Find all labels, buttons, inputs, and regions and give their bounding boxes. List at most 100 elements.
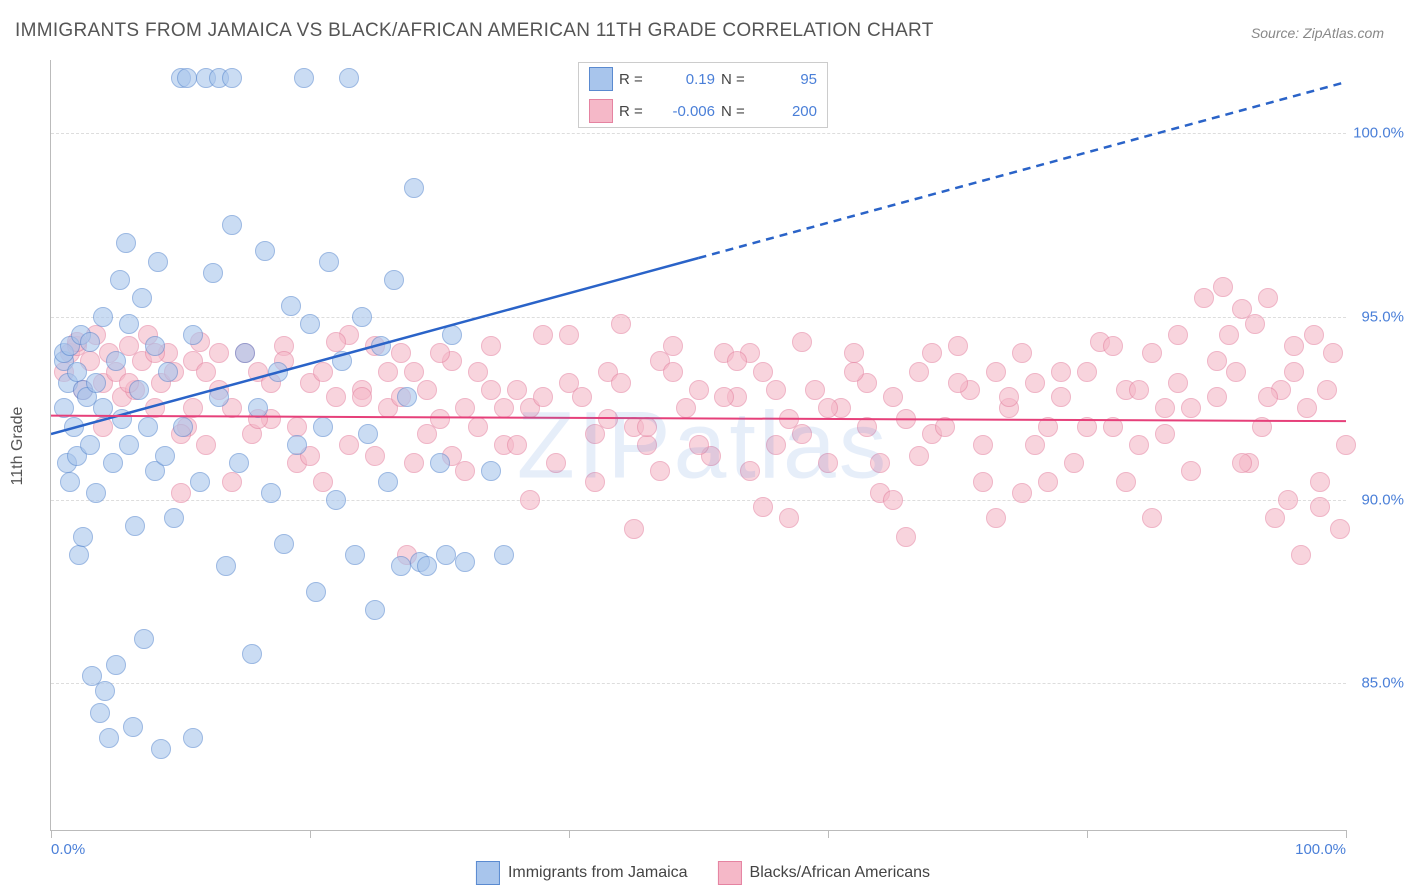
- scatter-point: [358, 424, 378, 444]
- scatter-point: [1226, 362, 1246, 382]
- scatter-point: [870, 453, 890, 473]
- scatter-point: [404, 453, 424, 473]
- scatter-point: [119, 314, 139, 334]
- scatter-point: [1103, 417, 1123, 437]
- scatter-point: [1207, 387, 1227, 407]
- scatter-point: [352, 307, 372, 327]
- scatter-point: [1051, 387, 1071, 407]
- scatter-point: [255, 241, 275, 261]
- scatter-point: [93, 417, 113, 437]
- scatter-point: [430, 453, 450, 473]
- scatter-point: [948, 373, 968, 393]
- n-value-0: 95: [761, 71, 817, 88]
- scatter-point: [106, 655, 126, 675]
- scatter-point: [650, 461, 670, 481]
- scatter-point: [1258, 387, 1278, 407]
- r-value-0: 0.19: [659, 71, 715, 88]
- scatter-point: [209, 343, 229, 363]
- n-label: N =: [721, 71, 755, 88]
- scatter-point: [164, 508, 184, 528]
- scatter-point: [287, 435, 307, 455]
- scatter-point: [1336, 435, 1356, 455]
- scatter-point: [313, 362, 333, 382]
- legend-swatch-icon: [718, 861, 742, 885]
- scatter-point: [99, 728, 119, 748]
- scatter-point: [145, 398, 165, 418]
- scatter-point: [533, 325, 553, 345]
- n-label: N =: [721, 103, 755, 120]
- scatter-point: [494, 545, 514, 565]
- r-value-1: -0.006: [659, 103, 715, 120]
- legend-item-0: Immigrants from Jamaica: [476, 861, 688, 885]
- scatter-point: [896, 409, 916, 429]
- scatter-point: [1310, 497, 1330, 517]
- scatter-point: [132, 288, 152, 308]
- scatter-point: [792, 424, 812, 444]
- legend-stats: R = 0.19 N = 95 R = -0.006 N = 200: [578, 62, 828, 128]
- scatter-point: [391, 343, 411, 363]
- scatter-point: [86, 373, 106, 393]
- scatter-point: [60, 472, 80, 492]
- scatter-point: [196, 362, 216, 382]
- scatter-point: [190, 472, 210, 492]
- scatter-point: [624, 519, 644, 539]
- scatter-point: [455, 552, 475, 572]
- scatter-point: [909, 362, 929, 382]
- scatter-point: [332, 351, 352, 371]
- scatter-point: [216, 556, 236, 576]
- scatter-point: [326, 490, 346, 510]
- scatter-point: [857, 417, 877, 437]
- scatter-point: [119, 435, 139, 455]
- scatter-point: [209, 387, 229, 407]
- scatter-point: [922, 343, 942, 363]
- x-tick: [828, 830, 829, 838]
- scatter-point: [883, 490, 903, 510]
- scatter-point: [1025, 435, 1045, 455]
- scatter-point: [909, 446, 929, 466]
- scatter-point: [533, 387, 553, 407]
- scatter-point: [637, 417, 657, 437]
- scatter-point: [689, 380, 709, 400]
- scatter-point: [171, 483, 191, 503]
- scatter-point: [326, 387, 346, 407]
- gridline: [51, 317, 1346, 318]
- scatter-point: [69, 545, 89, 565]
- scatter-point: [935, 417, 955, 437]
- scatter-point: [183, 398, 203, 418]
- scatter-point: [203, 263, 223, 283]
- y-axis-label: 11th Grade: [9, 407, 27, 486]
- scatter-point: [384, 270, 404, 290]
- scatter-point: [1077, 362, 1097, 382]
- scatter-point: [222, 472, 242, 492]
- scatter-point: [844, 343, 864, 363]
- scatter-point: [507, 435, 527, 455]
- x-tick-label: 100.0%: [1295, 841, 1346, 858]
- legend-item-label-1: Blacks/African Americans: [750, 864, 931, 882]
- scatter-point: [404, 178, 424, 198]
- scatter-point: [430, 409, 450, 429]
- scatter-point: [1181, 398, 1201, 418]
- scatter-point: [1291, 545, 1311, 565]
- scatter-point: [727, 351, 747, 371]
- scatter-point: [1252, 417, 1272, 437]
- r-label: R =: [619, 71, 653, 88]
- scatter-point: [805, 380, 825, 400]
- scatter-point: [740, 461, 760, 481]
- scatter-point: [313, 417, 333, 437]
- scatter-point: [352, 387, 372, 407]
- scatter-point: [134, 629, 154, 649]
- scatter-point: [520, 490, 540, 510]
- scatter-point: [1012, 483, 1032, 503]
- scatter-point: [404, 362, 424, 382]
- scatter-point: [67, 362, 87, 382]
- scatter-point: [123, 717, 143, 737]
- x-tick: [310, 830, 311, 838]
- scatter-point: [1155, 424, 1175, 444]
- scatter-point: [158, 362, 178, 382]
- legend-item-1: Blacks/African Americans: [718, 861, 931, 885]
- scatter-point: [973, 472, 993, 492]
- scatter-point: [1077, 417, 1097, 437]
- scatter-point: [559, 325, 579, 345]
- scatter-point: [1330, 519, 1350, 539]
- scatter-point: [1116, 472, 1136, 492]
